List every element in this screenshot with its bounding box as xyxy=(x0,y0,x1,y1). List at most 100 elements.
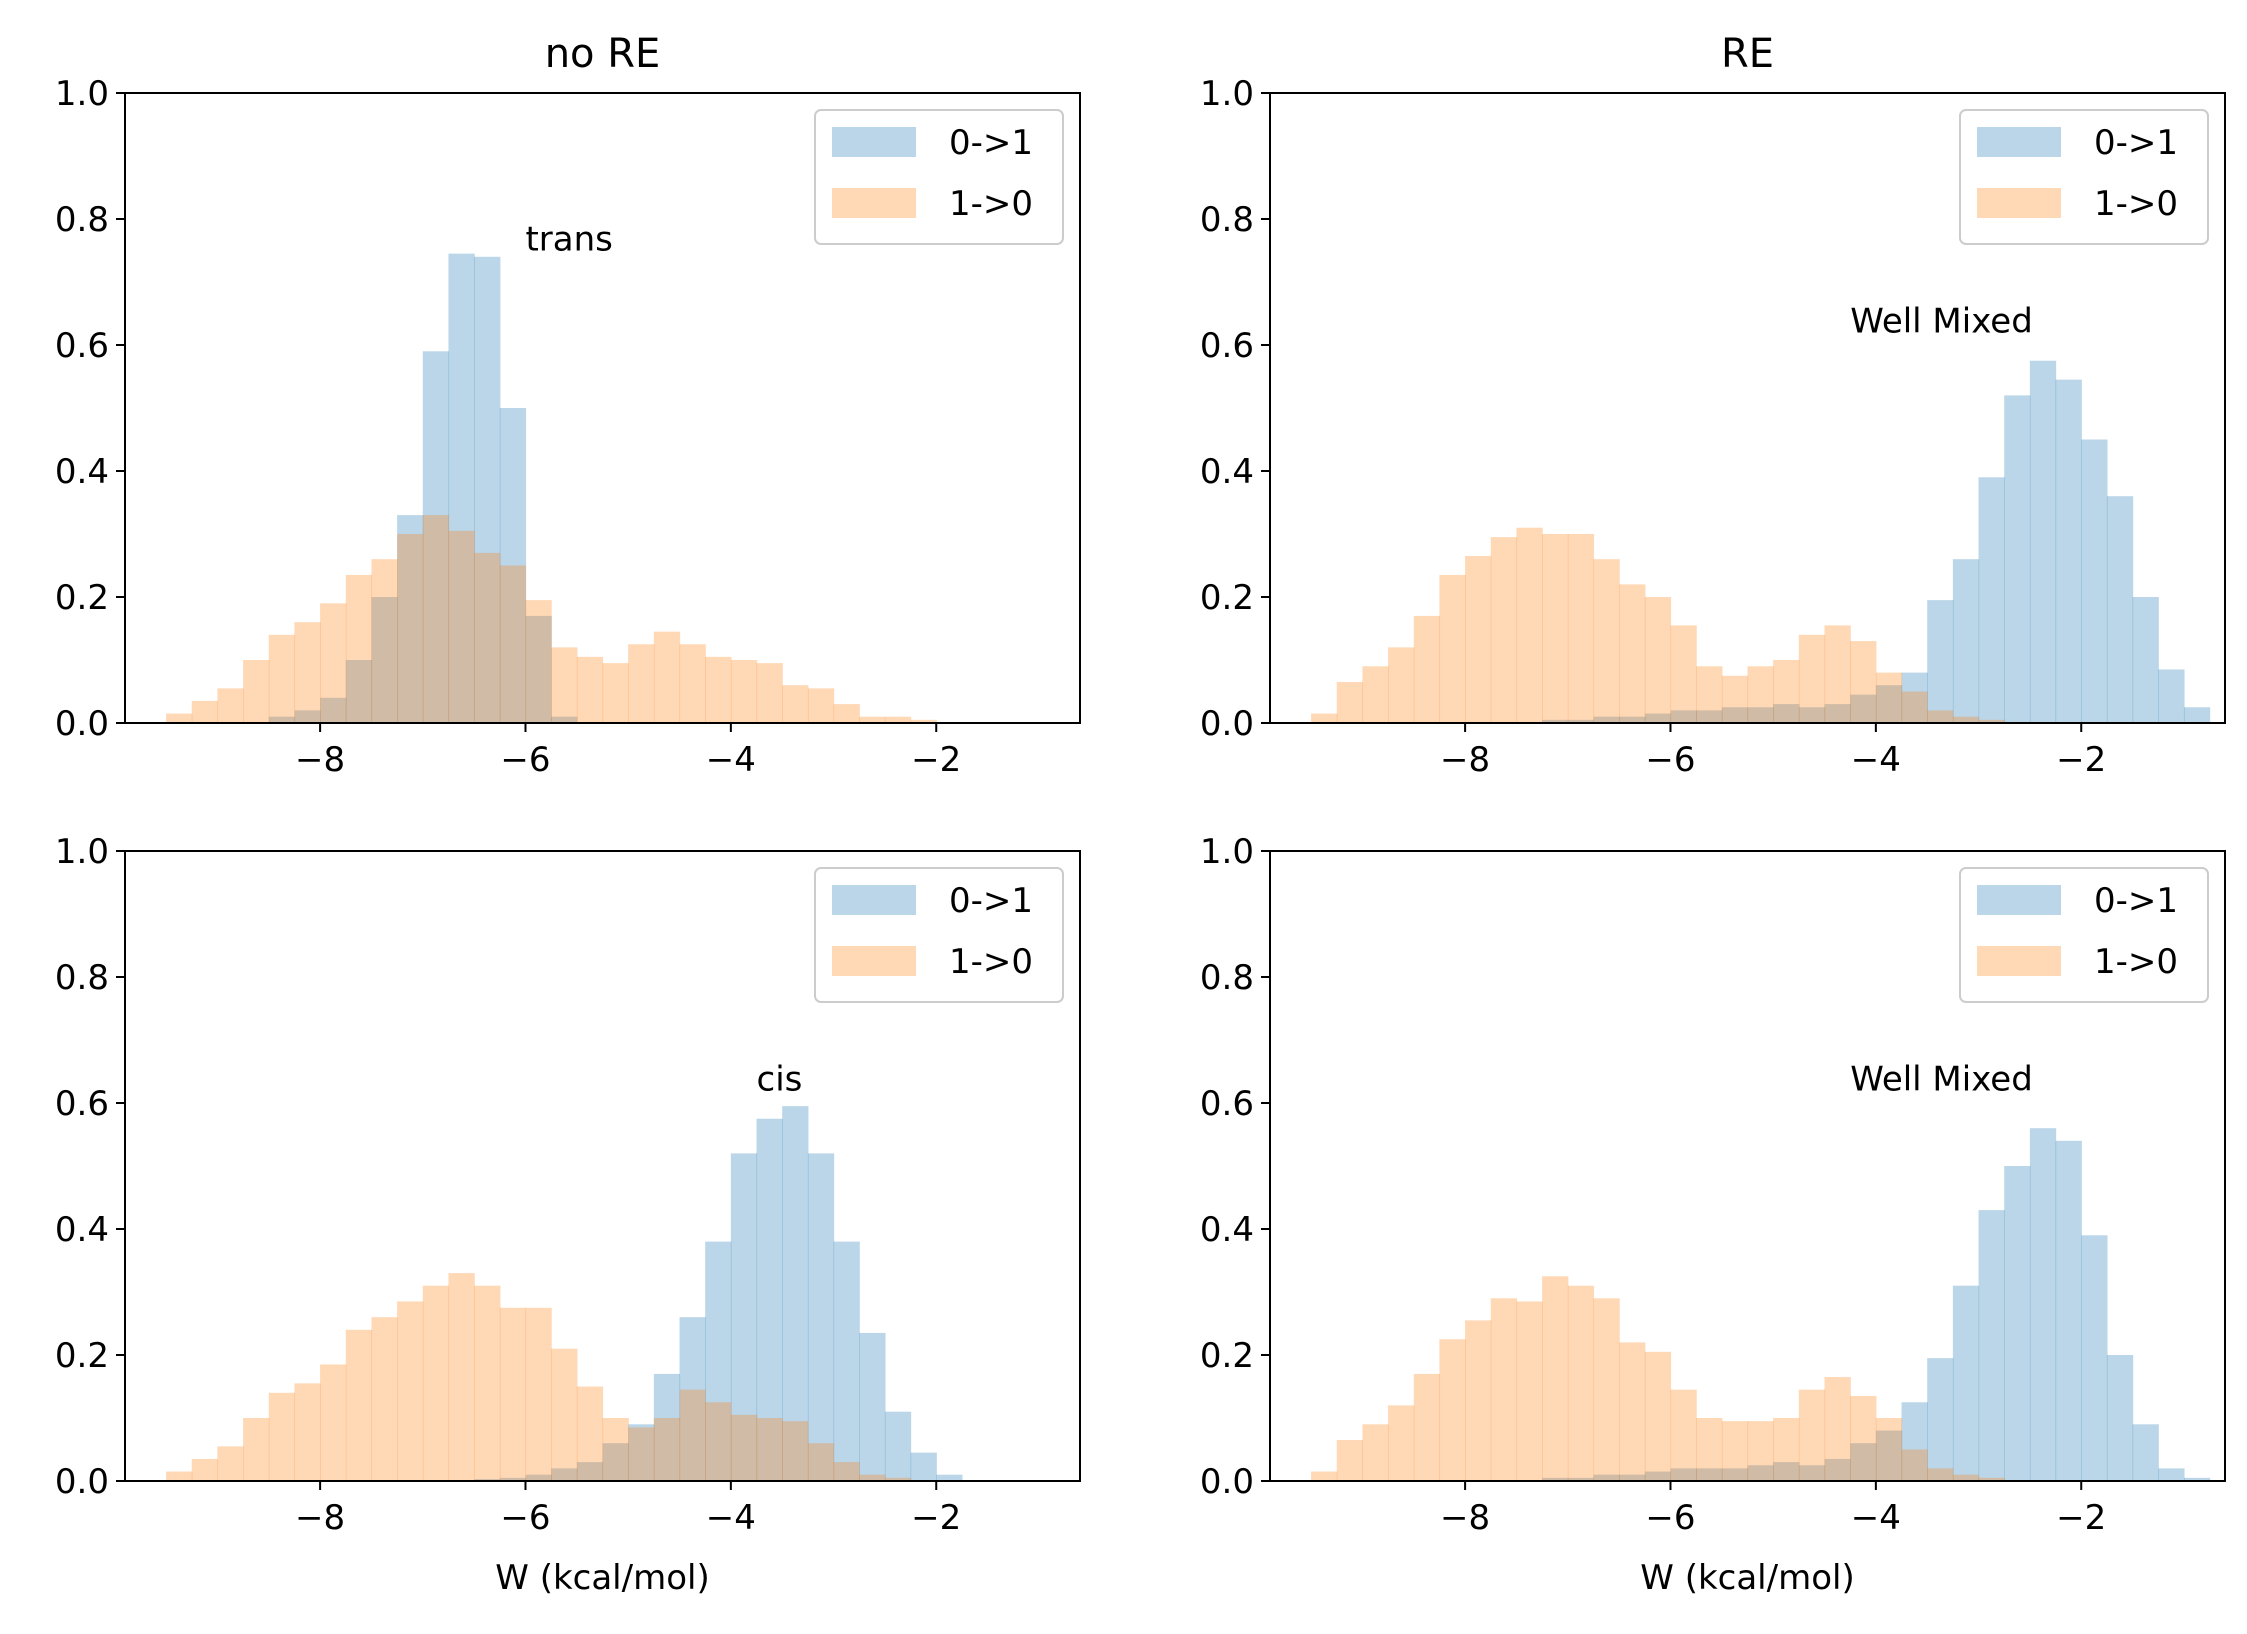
histogram-bar xyxy=(2106,1355,2134,1481)
histogram-bar xyxy=(1490,537,1518,723)
legend-swatch xyxy=(1977,946,2061,976)
histogram-bar xyxy=(1490,1298,1518,1481)
histogram-bar xyxy=(294,710,321,723)
histogram-bar xyxy=(602,1418,629,1481)
x-tick-label: −8 xyxy=(1440,740,1490,780)
histogram-bar xyxy=(1875,1418,1903,1481)
histogram-bar xyxy=(756,1418,783,1481)
histogram-bar xyxy=(2183,707,2211,723)
histogram-bar xyxy=(1619,716,1646,723)
y-tick-label: 0.6 xyxy=(1200,1084,1254,1124)
y-tick-label: 1.0 xyxy=(55,74,109,114)
legend-swatch xyxy=(832,188,916,218)
histogram-bar xyxy=(1773,660,1800,723)
subplot-1: −8 −6 −4 −2 0.0 0.2 0.4 0.6 0.8 1.0 no RE trans 0->1… xyxy=(55,31,1081,780)
histogram-bar xyxy=(1721,1468,1749,1481)
histogram-bar xyxy=(422,515,450,723)
series-reverse xyxy=(1311,1276,2005,1481)
histogram-bar xyxy=(1619,1342,1646,1481)
x-axis-label: W (kcal/mol) xyxy=(495,1558,709,1598)
histogram-bar xyxy=(679,644,706,723)
histogram-bar xyxy=(1721,707,1749,723)
histogram-bar xyxy=(1978,477,2005,723)
histogram-bar xyxy=(525,1307,552,1481)
histogram-bar xyxy=(1362,1424,1389,1481)
histogram-bar xyxy=(1875,672,1903,723)
histogram-bar xyxy=(320,603,347,723)
legend-label: 1->0 xyxy=(2094,942,2178,982)
histogram-bar xyxy=(1927,1468,1954,1481)
histogram-bar xyxy=(217,1446,244,1481)
histogram-bar xyxy=(1567,1477,1595,1481)
histogram-bar xyxy=(1747,707,1774,723)
histogram-bar xyxy=(448,1273,475,1481)
histogram-bar xyxy=(499,1307,527,1481)
histogram-bar xyxy=(2081,439,2108,723)
annotation-text: Well Mixed xyxy=(1850,301,2033,341)
legend-label: 0->1 xyxy=(2094,881,2178,921)
y-tick-label: 0.8 xyxy=(1200,958,1254,998)
legend-label: 0->1 xyxy=(2094,123,2178,163)
histogram-bar xyxy=(2029,360,2057,723)
histogram-bar xyxy=(422,1285,450,1481)
legend-label: 0->1 xyxy=(949,123,1033,163)
y-tick-label: 0.6 xyxy=(55,1084,109,1124)
histogram-bar xyxy=(833,1241,860,1481)
histogram-bar xyxy=(1696,1418,1723,1481)
histogram-bar xyxy=(1875,1430,1903,1481)
histogram-bar xyxy=(1901,1402,1928,1481)
histogram-bar xyxy=(1850,1443,1877,1481)
histogram-bar xyxy=(166,713,193,723)
histogram-bar xyxy=(474,256,501,723)
legend-swatch xyxy=(832,946,916,976)
histogram-bar xyxy=(397,1301,424,1481)
subplot-title: no RE xyxy=(545,31,661,77)
histogram-bar xyxy=(705,1241,732,1481)
histogram-bar xyxy=(1901,691,1928,723)
legend-label: 1->0 xyxy=(949,942,1033,982)
histogram-bar xyxy=(1927,1358,1954,1481)
histogram-bar xyxy=(782,685,809,723)
y-tick-label: 0.2 xyxy=(1200,1336,1254,1376)
histogram-bar xyxy=(1336,682,1364,723)
legend: 0->1 1->0 xyxy=(814,867,1064,1003)
histogram-bar xyxy=(1747,1421,1774,1481)
axes-frame xyxy=(1269,850,2226,1482)
histogram-bar xyxy=(1311,1471,1338,1481)
x-tick-label: −4 xyxy=(706,740,756,780)
series-reverse xyxy=(166,515,937,723)
histogram-bar xyxy=(2158,1468,2185,1481)
histogram-bar xyxy=(551,716,578,723)
histogram-bar xyxy=(756,663,783,723)
histogram-bar xyxy=(1542,534,1569,723)
histogram-bar xyxy=(1952,1285,1980,1481)
histogram-bar xyxy=(371,559,398,723)
x-tick-label: −2 xyxy=(911,1498,961,1538)
histogram-bar xyxy=(1465,1320,1492,1481)
histogram-bar xyxy=(268,716,296,723)
legend: 0->1 1->0 xyxy=(1959,867,2209,1003)
histogram-bar xyxy=(345,574,373,723)
histogram-bar xyxy=(1516,527,1543,723)
histogram-bar xyxy=(371,1317,398,1481)
histogram-bar xyxy=(576,656,604,723)
histogram-bar xyxy=(884,716,912,723)
series-forward xyxy=(268,253,578,723)
histogram-bar xyxy=(1773,704,1800,723)
histogram-bar xyxy=(191,1458,219,1481)
histogram-bar xyxy=(1798,1465,1826,1481)
y-tick-label: 0.4 xyxy=(55,452,109,492)
histogram-bar xyxy=(551,647,578,723)
histogram-bar xyxy=(191,700,219,723)
histogram-bar xyxy=(268,1392,296,1481)
y-tick-label: 0.6 xyxy=(1200,326,1254,366)
subplot-4: −8 −6 −4 −2 0.0 0.2 0.4 0.6 0.8 1.0 W (kcal/mol) We… xyxy=(1200,832,2226,1598)
histogram-bar xyxy=(1696,666,1723,723)
histogram-bar xyxy=(294,622,321,723)
histogram-bar xyxy=(1824,625,1851,723)
histogram-bar xyxy=(448,530,475,723)
axes-frame xyxy=(124,92,1081,724)
y-tick-label: 0.8 xyxy=(55,958,109,998)
histogram-bar xyxy=(499,1477,527,1481)
histogram-bar xyxy=(525,615,552,723)
